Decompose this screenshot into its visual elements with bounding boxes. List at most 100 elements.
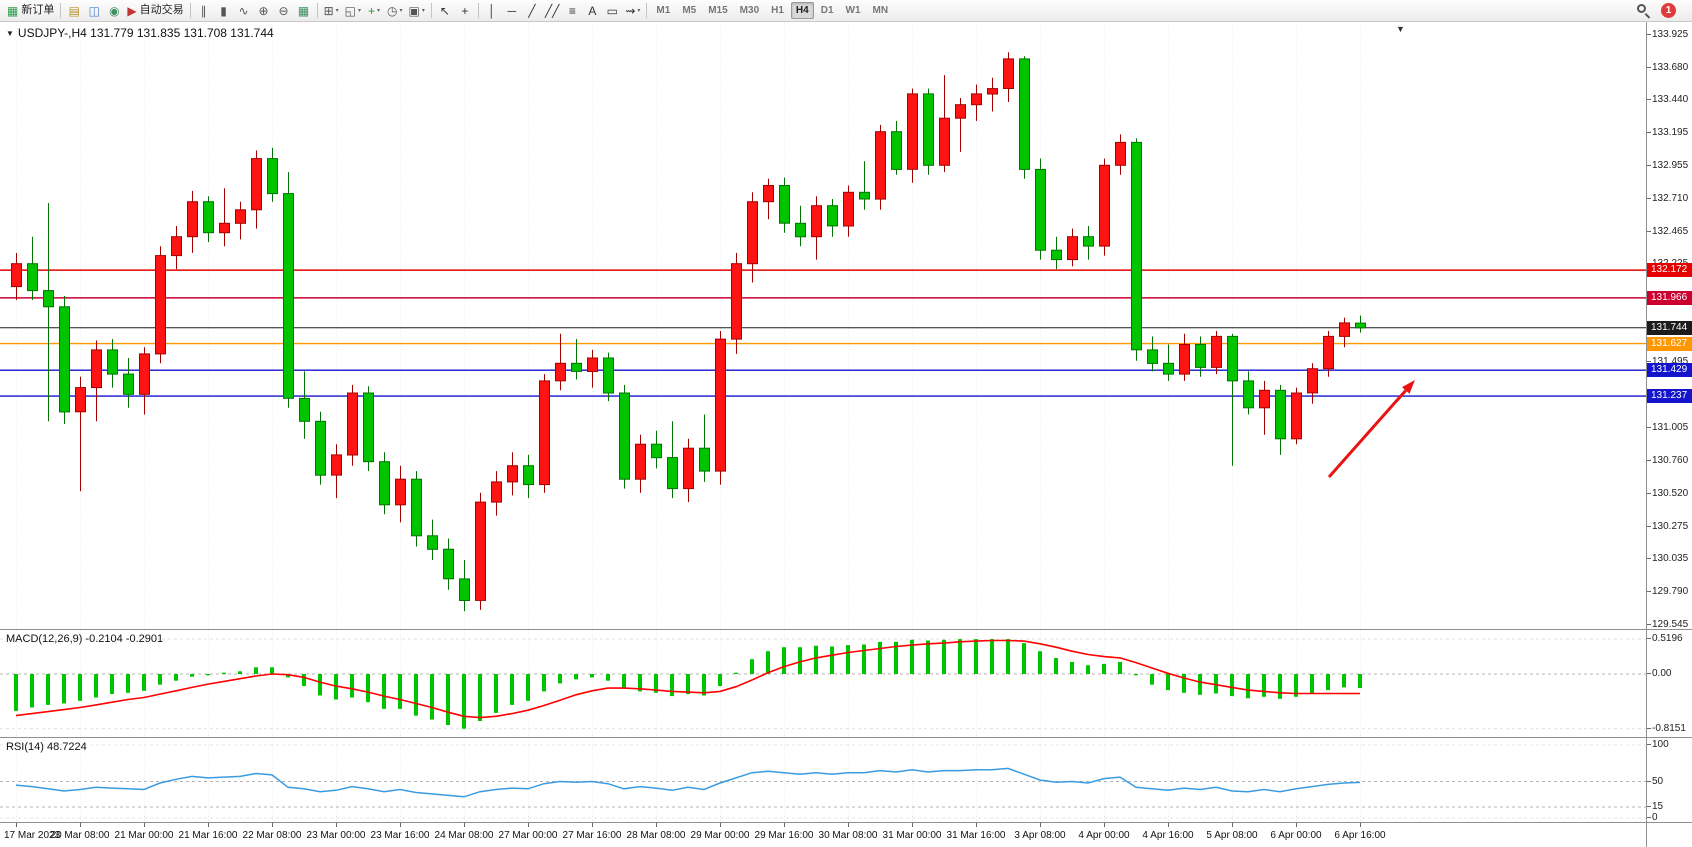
cursor-button[interactable]: ↖ — [435, 2, 455, 20]
time-axis-label: 24 Mar 08:00 — [434, 830, 494, 841]
candle — [1147, 336, 1158, 372]
cursor-icon: ↖ — [439, 3, 450, 18]
notification-badge[interactable]: 1 — [1661, 3, 1676, 18]
macd-axis-label: 0.5196 — [1652, 633, 1683, 644]
chart-menu-caret-icon[interactable]: ▼ — [1396, 24, 1405, 34]
candle — [363, 386, 374, 472]
macd-signal-line — [15, 639, 1360, 719]
price-axis[interactable]: 133.925 133.680 133.440 133.195 132.955 132.7… — [1646, 22, 1692, 847]
label-button[interactable]: ▭ — [602, 2, 622, 20]
price-tick-mark — [1647, 361, 1651, 362]
price-axis-label: 130.760 — [1652, 455, 1689, 466]
timeframe-button-m5[interactable]: M5 — [682, 5, 697, 16]
time-tick-mark — [528, 823, 529, 827]
chart-profiles-icon: ◱ — [344, 3, 356, 18]
symbol-dropdown-icon[interactable]: ▼ — [6, 28, 14, 38]
time-axis-label: 6 Apr 00:00 — [1270, 830, 1322, 841]
timeframe-button-m15[interactable]: M15 — [708, 5, 728, 16]
macd-histogram-bar — [846, 645, 850, 674]
toolbar-separator — [60, 3, 62, 18]
level-price-tag-132.172: 132.172 — [1647, 263, 1692, 277]
level-price-tag-131.966: 131.966 — [1647, 291, 1692, 305]
price-tick-mark — [1647, 427, 1651, 428]
market-watch-button[interactable]: ◉ — [104, 2, 124, 20]
timeframe-button-h4[interactable]: H4 — [790, 2, 814, 19]
price-tick-mark — [1647, 34, 1651, 35]
candle — [315, 411, 326, 485]
candlestick-chart[interactable] — [0, 22, 1646, 629]
macd-panel[interactable]: MACD(12,26,9) -0.2104 -0.2901 — [0, 629, 1646, 737]
macd-histogram-bar — [862, 644, 866, 674]
macd-histogram-bar — [734, 672, 738, 674]
fibonacci-button[interactable]: ≡ — [562, 2, 582, 20]
text-button[interactable]: A — [582, 2, 602, 20]
macd-histogram-bar — [1246, 674, 1250, 699]
price-tick-mark — [1647, 624, 1651, 625]
price-tick-mark — [1647, 231, 1651, 232]
candle — [203, 196, 214, 243]
candle — [955, 98, 966, 152]
main-chart-panel[interactable]: ▼ USDJPY-,H4 131.779 131.835 131.708 131… — [0, 22, 1646, 629]
dropdown-caret-icon: ▾ — [358, 7, 362, 14]
trendline-icon: ╱ — [528, 3, 536, 18]
level-price-tag-131.627: 131.627 — [1647, 337, 1692, 351]
timeframe-button-w1[interactable]: W1 — [845, 5, 861, 16]
search-icon[interactable] — [1637, 3, 1651, 19]
candle — [1259, 380, 1270, 435]
time-tick-mark — [592, 823, 593, 827]
macd-histogram-bar — [750, 659, 754, 674]
macd-histogram-bar — [222, 672, 226, 674]
rsi-axis-label: 0 — [1652, 812, 1658, 823]
time-axis-label: 6 Apr 16:00 — [1334, 830, 1386, 841]
search-lens — [1637, 3, 1646, 13]
trend-arrow[interactable] — [1327, 389, 1407, 478]
charts-button[interactable]: ▤ — [64, 2, 84, 20]
toolbar-separator — [477, 3, 479, 18]
timeframe-button-mn[interactable]: MN — [872, 5, 889, 16]
new-chart-button[interactable]: ⊞ ▾ — [321, 2, 342, 20]
arrows-button[interactable]: ⇝ ▾ — [622, 2, 643, 20]
macd-histogram-bar — [142, 674, 146, 691]
macd-histogram-bar — [398, 674, 402, 709]
channel-button[interactable]: ╱╱ — [542, 2, 562, 20]
time-axis[interactable]: 17 Mar 2023 20 Mar 08:00 21 Mar 00:00 21 Ma… — [0, 822, 1646, 847]
macd-histogram-bar — [478, 674, 482, 721]
bar-chart-button[interactable]: ∥ — [194, 2, 214, 20]
macd-histogram-bar — [574, 674, 578, 680]
periods-button[interactable]: ◷ ▾ — [384, 2, 406, 20]
candle — [619, 384, 630, 489]
vertical-line-button[interactable]: │ — [482, 2, 502, 20]
tile-windows-button[interactable]: ▦ — [294, 2, 314, 20]
timeframe-button-m1[interactable]: M1 — [656, 5, 671, 16]
candle — [587, 349, 598, 388]
crosshair-button[interactable]: + — [455, 2, 475, 20]
candlestick-chart-button[interactable]: ▮ — [214, 2, 234, 20]
price-tick-mark — [1647, 526, 1651, 527]
chart-profiles-button[interactable]: ◱ ▾ — [342, 2, 364, 20]
timeframe-button-m30[interactable]: M30 — [739, 5, 760, 16]
toolbar-separator — [430, 3, 432, 18]
zoom-out-button[interactable]: ⊖ — [274, 2, 294, 20]
candle — [699, 414, 710, 482]
timeframe-button-d1[interactable]: D1 — [820, 5, 834, 16]
timeframe-button-h1[interactable]: H1 — [771, 5, 784, 16]
autotrading-button[interactable]: ▶ 自动交易 — [124, 2, 186, 20]
trendline-button[interactable]: ╱ — [522, 2, 542, 20]
line-chart-button[interactable]: ∿ — [234, 2, 254, 20]
candle — [939, 75, 950, 173]
price-axis-label: 133.195 — [1652, 127, 1689, 138]
macd-histogram-bar — [1342, 674, 1346, 688]
horizontal-line-button[interactable]: ─ — [502, 2, 522, 20]
zoom-in-button[interactable]: ⊕ — [254, 2, 274, 20]
templates-button[interactable]: ▣ ▾ — [406, 2, 428, 20]
profiles-button[interactable]: ◫ — [84, 2, 104, 20]
search-handle — [1644, 12, 1651, 19]
candle — [219, 188, 230, 247]
rsi-panel[interactable]: RSI(14) 48.7224 — [0, 737, 1646, 822]
candle — [1115, 134, 1126, 175]
axis-divider — [1647, 737, 1692, 738]
indicators-button[interactable]: + ▾ — [364, 2, 384, 20]
new-order-button[interactable]: ▦ 新订单 — [4, 2, 57, 20]
time-axis-label: 23 Mar 00:00 — [306, 830, 366, 841]
toolbar-separator — [646, 3, 648, 18]
